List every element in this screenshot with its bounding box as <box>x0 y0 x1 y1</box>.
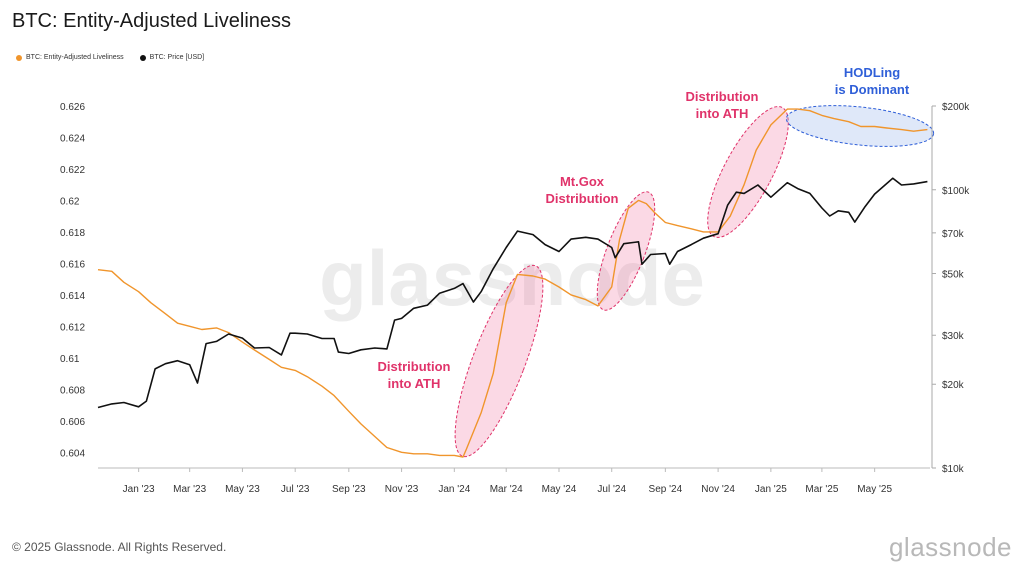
right-tick-label: $200k <box>942 102 970 113</box>
left-tick-label: 0.622 <box>60 165 85 176</box>
annotation-ellipse-2 <box>596 191 656 311</box>
right-tick-label: $70k <box>942 229 965 240</box>
left-tick-label: 0.604 <box>60 448 85 459</box>
left-tick-label: 0.61 <box>60 354 80 365</box>
left-tick-label: 0.608 <box>60 385 85 396</box>
annotation-ellipse-1 <box>454 264 544 458</box>
x-tick-label: May '25 <box>857 484 892 495</box>
left-tick-label: 0.606 <box>60 417 85 428</box>
x-tick-label: Nov '24 <box>701 484 735 495</box>
annotation-3-line-2: into ATH <box>696 106 749 121</box>
left-tick-label: 0.624 <box>60 133 85 144</box>
x-tick-label: Jan '23 <box>123 484 155 495</box>
legend: BTC: Entity-Adjusted Liveliness BTC: Pri… <box>16 54 204 61</box>
legend-swatch-price <box>139 54 146 61</box>
left-tick-label: 0.618 <box>60 228 85 239</box>
x-tick-label: Sep '23 <box>332 484 366 495</box>
x-tick-label: Nov '23 <box>385 484 419 495</box>
left-tick-label: 0.614 <box>60 291 85 302</box>
annotation-2-line-1: Mt.Gox <box>560 174 605 189</box>
left-tick-label: 0.616 <box>60 259 85 270</box>
legend-item-price[interactable]: BTC: Price [USD] <box>139 54 205 61</box>
legend-item-liveliness[interactable]: BTC: Entity-Adjusted Liveliness <box>16 54 124 61</box>
price-line <box>97 177 928 409</box>
left-tick-label: 0.626 <box>60 102 85 113</box>
right-tick-label: $100k <box>942 186 970 197</box>
annotation-1-line-1: Distribution <box>378 359 451 374</box>
x-tick-label: May '23 <box>225 484 260 495</box>
chart-title: BTC: Entity-Adjusted Liveliness <box>12 10 292 32</box>
annotation-4-line-2: is Dominant <box>835 82 910 97</box>
x-tick-label: Jul '23 <box>281 484 310 495</box>
x-tick-label: Sep '24 <box>649 484 683 495</box>
annotation-2-line-2: Distribution <box>546 191 619 206</box>
legend-swatch-liveliness <box>16 54 22 61</box>
x-tick-label: Mar '23 <box>173 484 206 495</box>
annotation-4-line-1: HODLing <box>844 65 900 80</box>
brand-logo: glassnode <box>888 532 1012 562</box>
watermark: glassnode <box>319 234 705 322</box>
left-tick-label: 0.62 <box>60 196 80 207</box>
right-tick-label: $50k <box>942 270 965 281</box>
annotation-1-line-2: into ATH <box>388 376 441 391</box>
annotation-3-line-1: Distribution <box>686 89 759 104</box>
x-tick-label: Mar '25 <box>805 484 838 495</box>
right-tick-label: $30k <box>942 331 965 342</box>
legend-label-price: BTC: Price [USD] <box>149 54 205 61</box>
x-tick-label: Jan '25 <box>755 484 787 495</box>
x-tick-label: Mar '24 <box>490 484 523 495</box>
right-tick-label: $10k <box>942 464 965 475</box>
x-tick-label: May '24 <box>542 484 577 495</box>
left-tick-label: 0.612 <box>60 322 85 333</box>
right-tick-label: $20k <box>942 380 965 391</box>
liveliness-line <box>97 108 928 458</box>
x-tick-label: Jul '24 <box>597 484 626 495</box>
copyright-footer: © 2025 Glassnode. All Rights Reserved. <box>12 540 227 554</box>
legend-label-liveliness: BTC: Entity-Adjusted Liveliness <box>26 54 124 61</box>
x-tick-label: Jan '24 <box>438 484 470 495</box>
